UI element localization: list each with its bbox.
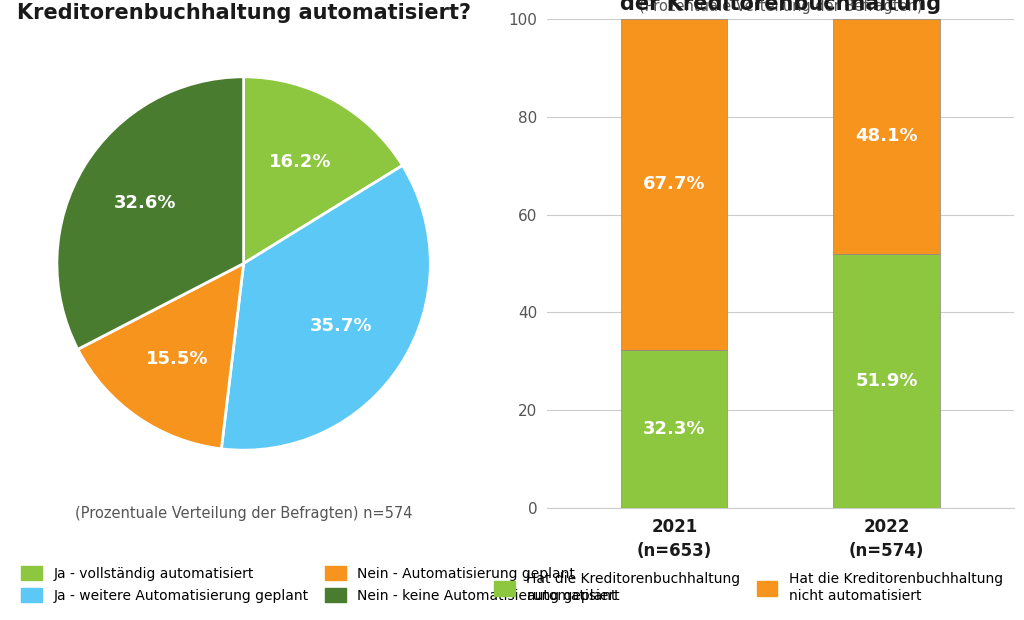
Title: Annahme der Automatisierung
der Kreditorenbuchhaltung: Annahme der Automatisierung der Kreditor…	[599, 0, 962, 14]
Legend: Hat die Kreditorenbuchhaltung
automatisiert, Hat die Kreditorenbuchhaltung
nicht: Hat die Kreditorenbuchhaltung automatisi…	[489, 569, 1007, 607]
Title: Hat Ihr Unternehmen den Prozess der
Kreditorenbuchhaltung automatisiert?: Hat Ihr Unternehmen den Prozess der Kred…	[16, 0, 471, 23]
Legend: Ja - vollständig automatisiert, Ja - weitere Automatisierung geplant, Nein - Aut: Ja - vollständig automatisiert, Ja - wei…	[17, 562, 621, 607]
Text: 67.7%: 67.7%	[643, 175, 706, 193]
Wedge shape	[78, 264, 244, 449]
Bar	[622, 19, 727, 350]
Text: (Prozentuale Verteilung der Befragten) n=574: (Prozentuale Verteilung der Befragten) n…	[75, 506, 413, 521]
Text: 32.6%: 32.6%	[114, 194, 176, 212]
Text: 51.9%: 51.9%	[855, 372, 918, 391]
Wedge shape	[244, 77, 402, 264]
Bar	[834, 19, 939, 254]
Bar	[622, 350, 727, 508]
Bar	[834, 254, 939, 508]
Text: 32.3%: 32.3%	[643, 420, 706, 438]
Wedge shape	[57, 77, 244, 349]
Text: 35.7%: 35.7%	[310, 317, 373, 335]
Text: (Prozentuale Verteilung der Befragten): (Prozentuale Verteilung der Befragten)	[639, 0, 923, 14]
Text: 48.1%: 48.1%	[855, 127, 918, 146]
Wedge shape	[221, 166, 430, 450]
Text: 15.5%: 15.5%	[146, 350, 209, 368]
Text: 16.2%: 16.2%	[268, 153, 332, 171]
